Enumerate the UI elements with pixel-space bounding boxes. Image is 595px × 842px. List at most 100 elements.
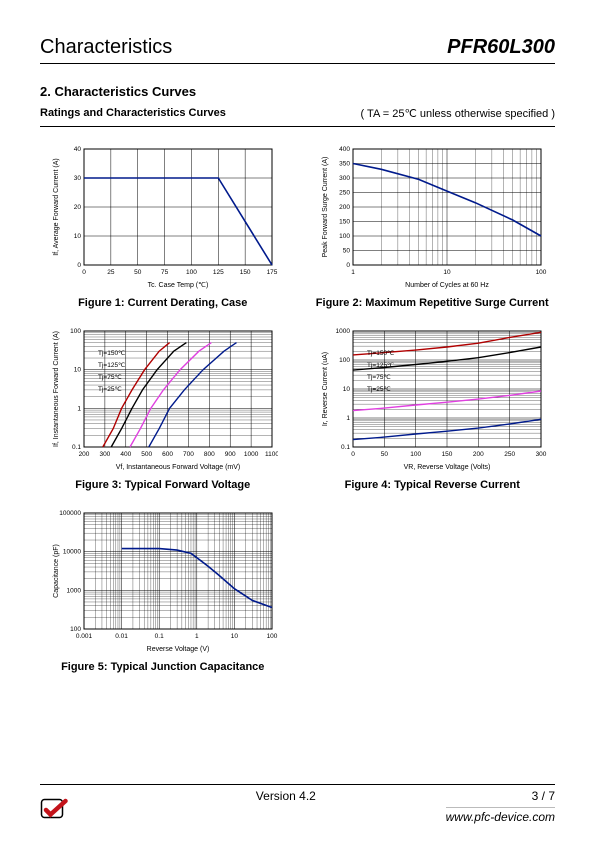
footer-version: Version 4.2	[256, 789, 316, 803]
svg-text:150: 150	[339, 219, 350, 226]
svg-text:If, Instantaneous Forward Curr: If, Instantaneous Forward Current (A)	[53, 331, 60, 447]
figure-5-chart: 0.001 0.01 0.1 1 10 100 100 1000 10000 100000 Reve…	[48, 507, 278, 657]
svg-text:100: 100	[339, 357, 350, 364]
ratings-condition: ( TA = 25℃ unless otherwise specified )	[361, 107, 555, 120]
svg-text:10: 10	[74, 233, 82, 240]
svg-text:100000: 100000	[59, 510, 81, 517]
svg-text:800: 800	[204, 451, 215, 458]
svg-text:175: 175	[266, 269, 277, 276]
svg-text:350: 350	[339, 161, 350, 168]
figure-1-cell: 0255075100125150175010203040Tc. Case Tem…	[40, 143, 286, 319]
svg-text:0: 0	[82, 269, 86, 276]
svg-text:Tj=75℃: Tj=75℃	[367, 374, 391, 381]
svg-text:125: 125	[213, 269, 224, 276]
section-heading: 2. Characteristics Curves	[40, 84, 555, 99]
svg-text:200: 200	[78, 451, 89, 458]
svg-text:400: 400	[120, 451, 131, 458]
svg-text:10: 10	[343, 386, 351, 393]
figure-5-cell: 0.001 0.01 0.1 1 10 100 100 1000 10000 100000 Reve…	[40, 507, 286, 683]
svg-text:200: 200	[339, 204, 350, 211]
svg-text:Vf, Instantaneous Forward Volt: Vf, Instantaneous Forward Voltage (mV)	[115, 464, 240, 471]
figure-2-cell: 110100050100150200250300350400Number of …	[310, 143, 556, 319]
svg-text:20: 20	[74, 204, 82, 211]
svg-text:10: 10	[74, 367, 82, 374]
svg-text:75: 75	[161, 269, 169, 276]
svg-text:30: 30	[74, 175, 82, 182]
svg-text:100: 100	[266, 633, 277, 640]
svg-text:40: 40	[74, 146, 82, 153]
svg-text:1: 1	[351, 269, 355, 276]
svg-text:300: 300	[536, 451, 547, 458]
svg-text:10: 10	[444, 269, 452, 276]
figure-3-chart: 200300400500600700800900100011000.111010…	[48, 325, 278, 475]
header-left: Characteristics	[40, 36, 172, 59]
figure-4-cell: 0 50 100 150 200 250 300 0.1 1 10 100 1000 Tj=150℃ Tj…	[310, 325, 556, 501]
svg-text:0.01: 0.01	[115, 633, 128, 640]
svg-text:0: 0	[347, 262, 351, 269]
svg-text:If, Average Forward Current (A: If, Average Forward Current (A)	[53, 158, 60, 256]
svg-text:Tj=125℃: Tj=125℃	[98, 362, 126, 369]
svg-text:0.1: 0.1	[341, 444, 350, 451]
svg-text:50: 50	[134, 269, 142, 276]
svg-text:1100: 1100	[265, 451, 278, 458]
svg-text:100: 100	[70, 626, 81, 633]
svg-text:700: 700	[183, 451, 194, 458]
figure-4-chart: 0 50 100 150 200 250 300 0.1 1 10 100 1000 Tj=150℃ Tj…	[317, 325, 547, 475]
figure-3-caption: Figure 3: Typical Forward Voltage	[75, 479, 250, 491]
svg-text:Tj=150℃: Tj=150℃	[98, 350, 126, 357]
page-header: Characteristics PFR60L300	[40, 36, 555, 64]
figure-4-caption: Figure 4: Typical Reverse Current	[345, 479, 520, 491]
svg-text:50: 50	[381, 451, 389, 458]
page-footer: Version 4.2 3 / 7 www.pfc-device.com	[40, 784, 555, 824]
svg-text:50: 50	[343, 248, 351, 255]
figure-2-caption: Figure 2: Maximum Repetitive Surge Curre…	[316, 297, 549, 309]
figure-3-cell: 200300400500600700800900100011000.111010…	[40, 325, 286, 501]
svg-text:100: 100	[70, 328, 81, 335]
svg-text:100: 100	[339, 233, 350, 240]
svg-text:Tj=25℃: Tj=25℃	[367, 386, 391, 393]
svg-text:Tc. Case Temp (℃): Tc. Case Temp (℃)	[147, 282, 208, 289]
svg-text:1000: 1000	[336, 328, 351, 335]
svg-text:Tj=25℃: Tj=25℃	[98, 386, 122, 393]
svg-text:150: 150	[239, 269, 250, 276]
svg-text:500: 500	[141, 451, 152, 458]
svg-text:10: 10	[231, 633, 239, 640]
svg-text:Number of Cycles at 60 Hz: Number of Cycles at 60 Hz	[405, 282, 489, 289]
svg-text:Reverse Voltage (V): Reverse Voltage (V)	[146, 646, 209, 653]
ratings-label: Ratings and Characteristics Curves	[40, 107, 226, 120]
figure-5-caption: Figure 5: Typical Junction Capacitance	[61, 661, 264, 673]
svg-text:1000: 1000	[66, 587, 81, 594]
svg-text:150: 150	[442, 451, 453, 458]
svg-text:0.1: 0.1	[72, 444, 81, 451]
figure-1-caption: Figure 1: Current Derating, Case	[78, 297, 247, 309]
svg-text:Tj=150℃: Tj=150℃	[367, 350, 395, 357]
svg-text:Peak Forward Surge Current (A): Peak Forward Surge Current (A)	[322, 157, 329, 258]
svg-text:VR, Reverse Voltage (Volts): VR, Reverse Voltage (Volts)	[404, 464, 491, 471]
svg-text:600: 600	[162, 451, 173, 458]
svg-text:Ir, Reverse Current (uA): Ir, Reverse Current (uA)	[322, 352, 329, 426]
svg-text:10000: 10000	[63, 549, 81, 556]
svg-text:250: 250	[504, 451, 515, 458]
svg-text:Tj=75℃: Tj=75℃	[98, 374, 122, 381]
svg-text:25: 25	[107, 269, 115, 276]
svg-text:1000: 1000	[244, 451, 259, 458]
svg-text:100: 100	[186, 269, 197, 276]
svg-text:100: 100	[410, 451, 421, 458]
svg-text:Capacitance (pF): Capacitance (pF)	[53, 544, 60, 598]
ratings-row: Ratings and Characteristics Curves ( TA …	[40, 103, 555, 127]
svg-text:1: 1	[347, 415, 351, 422]
charts-grid: 0255075100125150175010203040Tc. Case Tem…	[40, 143, 555, 683]
svg-text:200: 200	[473, 451, 484, 458]
svg-text:0: 0	[351, 451, 355, 458]
header-right: PFR60L300	[447, 36, 555, 59]
svg-text:0.1: 0.1	[154, 633, 163, 640]
svg-text:900: 900	[225, 451, 236, 458]
svg-text:Tj=125℃: Tj=125℃	[367, 362, 395, 369]
footer-page: 3 / 7	[532, 789, 555, 803]
svg-text:1: 1	[195, 633, 199, 640]
svg-text:250: 250	[339, 190, 350, 197]
svg-text:100: 100	[536, 269, 547, 276]
svg-text:1: 1	[77, 405, 81, 412]
figure-2-chart: 110100050100150200250300350400Number of …	[317, 143, 547, 293]
svg-text:0.001: 0.001	[76, 633, 93, 640]
